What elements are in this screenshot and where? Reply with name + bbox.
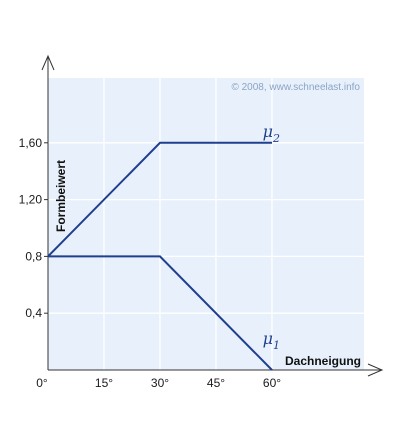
x-tick-label: 30°	[151, 376, 169, 390]
series-labels: μ2 μ1	[263, 122, 280, 352]
series-label-μ2: μ2	[263, 122, 280, 145]
x-tick-label: 45°	[207, 376, 225, 390]
series-label-μ1: μ1	[263, 329, 280, 352]
y-axis-label: Formbeiwert	[54, 160, 68, 232]
y-tick-label: 1,60	[19, 136, 43, 150]
axes	[41, 54, 384, 377]
x-tick-label: 15°	[95, 376, 113, 390]
series-line-μ1	[48, 255, 273, 371]
y-tick-label: 0,8	[25, 249, 42, 263]
plot-background	[48, 78, 364, 370]
x-tick-label: 60°	[263, 376, 281, 390]
copyright-annotation: © 2008, www.schneelast.info	[231, 82, 360, 93]
x-tick-label: 0°	[36, 376, 48, 390]
series-line-μ2	[47, 141, 272, 258]
y-tick-label: 1,20	[19, 193, 43, 207]
series-lines	[47, 141, 273, 371]
y-tick-label: 0,4	[25, 306, 42, 320]
x-axis-label: Dachneigung	[285, 354, 361, 368]
x-axis-arrow	[367, 363, 384, 377]
tick-labels: 0° 15° 30° 45° 60° 0,4 0,8 1,20 1,60	[19, 136, 282, 390]
y-axis-arrow	[41, 54, 55, 71]
